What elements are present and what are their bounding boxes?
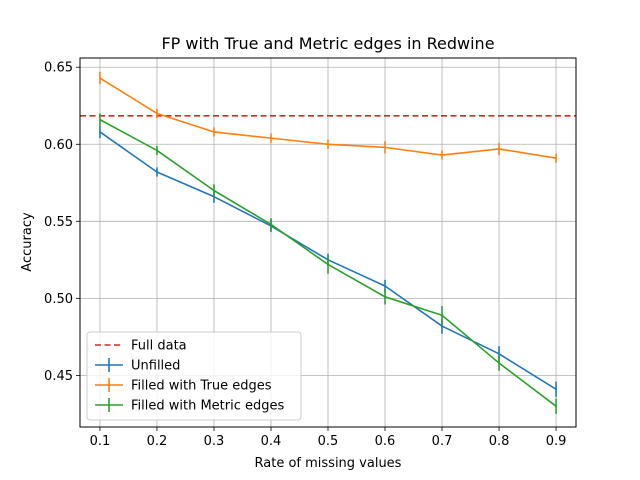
legend-label: Filled with Metric edges (131, 399, 285, 414)
x-tick-label: 0.8 (489, 434, 510, 449)
data-point (441, 325, 443, 327)
data-point (99, 77, 101, 79)
x-axis-title: Rate of missing values (255, 456, 402, 471)
legend: Full data Unfilled Filled with True edges F… (86, 331, 302, 421)
x-tick-label: 0.7 (432, 434, 453, 449)
legend-entry-series-1: Filled with True edges (95, 378, 272, 394)
data-point (555, 405, 557, 408)
grid-layer (80, 58, 576, 427)
data-point (99, 118, 101, 121)
data-point (498, 362, 500, 364)
plot-area: 0.1 0.2 0.3 0.4 0.5 0.6 0.7 0.8 0.9 0.45 0.50 0.55 0… (44, 57, 577, 449)
legend-label: Full data (131, 339, 187, 354)
data-point (156, 149, 158, 152)
legend-entry-series-0: Unfilled (95, 358, 180, 374)
data-point (384, 296, 386, 298)
data-point (384, 285, 386, 287)
tick-layer: 0.1 0.2 0.3 0.4 0.5 0.6 0.7 0.8 0.9 0.45 0.50 0.55 0… (44, 61, 566, 449)
y-tick-label: 0.45 (44, 369, 73, 384)
data-point (384, 146, 386, 149)
x-tick-label: 0.3 (204, 434, 225, 449)
data-point (270, 223, 272, 226)
y-tick-label: 0.50 (44, 292, 73, 307)
y-axis-title: Accuracy (20, 212, 35, 272)
x-tick-label: 0.6 (375, 434, 396, 449)
data-point (441, 314, 443, 317)
data-point (270, 137, 272, 139)
data-point (327, 263, 329, 266)
data-point (213, 131, 215, 133)
series-layer (80, 71, 576, 414)
y-tick-label: 0.60 (44, 138, 73, 153)
x-tick-label: 0.9 (546, 434, 567, 449)
x-tick-label: 0.5 (318, 434, 339, 449)
legend-items: Full data Unfilled Filled with True edges F… (95, 339, 285, 414)
data-point (555, 388, 557, 391)
x-tick-label: 0.2 (147, 434, 168, 449)
data-point (213, 189, 215, 192)
data-point (498, 148, 500, 150)
series-1 (99, 71, 557, 163)
chart-title: FP with True and Metric edges in Redwine (161, 34, 494, 53)
data-point (99, 131, 101, 133)
data-point (498, 353, 500, 355)
legend-entry-series-2: Filled with Metric edges (95, 398, 285, 414)
x-tick-label: 0.1 (90, 434, 111, 449)
data-point (156, 171, 158, 173)
legend-label: Filled with True edges (131, 379, 272, 394)
data-point (156, 112, 158, 115)
legend-entry-full-data: Full data (95, 339, 187, 354)
data-point (555, 157, 557, 159)
legend-label: Unfilled (131, 359, 180, 374)
data-point (441, 154, 443, 156)
x-tick-label: 0.4 (261, 434, 282, 449)
data-point (327, 143, 329, 146)
y-tick-label: 0.55 (44, 215, 73, 230)
legend-box (86, 331, 302, 421)
y-tick-label: 0.65 (44, 61, 73, 76)
series-2 (99, 113, 557, 414)
